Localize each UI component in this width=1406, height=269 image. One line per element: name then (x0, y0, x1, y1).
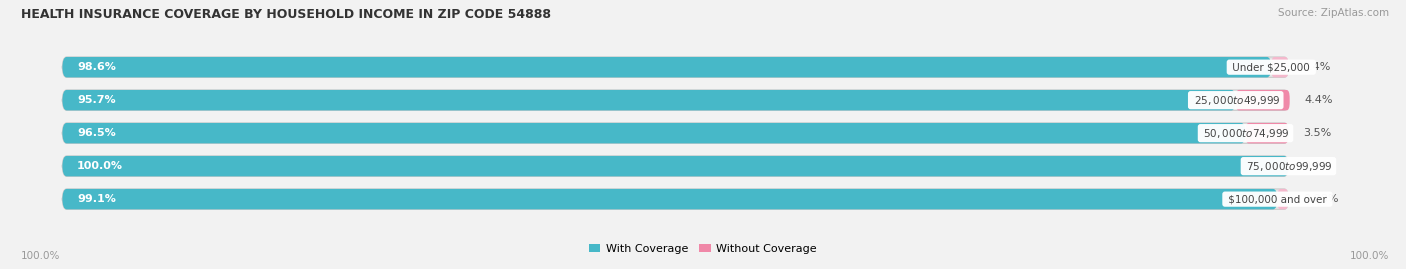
FancyBboxPatch shape (62, 57, 1288, 77)
Text: $50,000 to $74,999: $50,000 to $74,999 (1201, 127, 1291, 140)
FancyBboxPatch shape (62, 156, 1288, 176)
Text: HEALTH INSURANCE COVERAGE BY HOUSEHOLD INCOME IN ZIP CODE 54888: HEALTH INSURANCE COVERAGE BY HOUSEHOLD I… (21, 8, 551, 21)
FancyBboxPatch shape (62, 123, 1246, 143)
FancyBboxPatch shape (62, 156, 1288, 176)
Text: 100.0%: 100.0% (1350, 251, 1389, 261)
FancyBboxPatch shape (1236, 90, 1289, 110)
Text: 1.4%: 1.4% (1303, 62, 1331, 72)
FancyBboxPatch shape (62, 90, 1288, 110)
Text: Source: ZipAtlas.com: Source: ZipAtlas.com (1278, 8, 1389, 18)
Text: 96.5%: 96.5% (77, 128, 115, 138)
FancyBboxPatch shape (1278, 189, 1288, 209)
Text: 100.0%: 100.0% (77, 161, 124, 171)
Text: $75,000 to $99,999: $75,000 to $99,999 (1243, 160, 1334, 173)
FancyBboxPatch shape (1246, 123, 1288, 143)
FancyBboxPatch shape (62, 123, 1288, 143)
Text: 99.1%: 99.1% (77, 194, 115, 204)
FancyBboxPatch shape (62, 90, 1236, 110)
Text: 4.4%: 4.4% (1305, 95, 1333, 105)
Legend: With Coverage, Without Coverage: With Coverage, Without Coverage (585, 239, 821, 258)
Text: $25,000 to $49,999: $25,000 to $49,999 (1191, 94, 1281, 107)
Text: 0.88%: 0.88% (1303, 194, 1339, 204)
Text: 95.7%: 95.7% (77, 95, 115, 105)
Text: $100,000 and over: $100,000 and over (1225, 194, 1330, 204)
Text: 3.5%: 3.5% (1303, 128, 1331, 138)
Text: 100.0%: 100.0% (21, 251, 60, 261)
Text: 0.0%: 0.0% (1303, 161, 1331, 171)
Text: Under $25,000: Under $25,000 (1229, 62, 1313, 72)
FancyBboxPatch shape (62, 189, 1288, 209)
FancyBboxPatch shape (62, 57, 1271, 77)
FancyBboxPatch shape (62, 189, 1278, 209)
Text: 98.6%: 98.6% (77, 62, 115, 72)
FancyBboxPatch shape (1271, 57, 1288, 77)
